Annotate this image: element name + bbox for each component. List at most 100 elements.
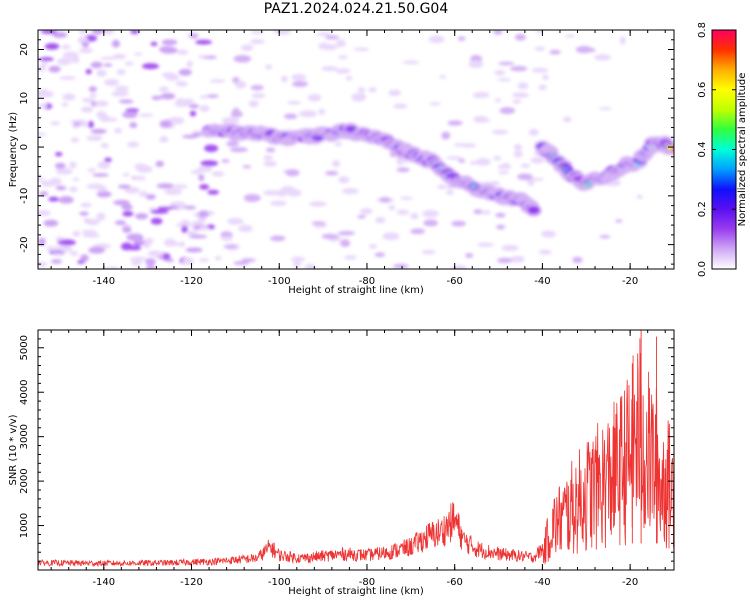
heatmap-cell [181,225,188,233]
heatmap-cell [497,170,510,175]
heatmap-cell [230,147,248,153]
heatmap-cell [276,189,287,197]
heatmap-cell [240,44,254,52]
heatmap-cell [54,162,66,169]
heatmap-cell [80,106,94,113]
x-tick-label: -140 [92,276,115,287]
heatmap-cell [88,246,105,254]
heatmap-cell [510,255,525,263]
heatmap-cell [331,159,341,168]
heatmap-cell [89,93,97,98]
heatmap-cell [291,81,309,87]
heatmap-cell [38,132,47,136]
heatmap-cell [309,201,327,207]
heatmap-cell [44,43,60,50]
heatmap-cell [198,226,210,231]
heatmap-cell [50,121,61,126]
x-tick-label: -80 [359,577,375,588]
heatmap-cell [185,247,203,253]
heatmap-blobs [38,30,674,269]
heatmap-cell [636,194,643,200]
page-title: PAZ1.2024.024.21.50.G04 [263,1,449,17]
colorbar: 0.0 0.2 0.4 0.6 0.8 Normalized spectral ampli… [697,22,748,277]
heatmap-cell [493,155,502,161]
y-axis-label: SNR (10 * v/v) [8,414,19,485]
heatmap-cell [410,212,419,220]
y-tick-label: 0 [19,144,30,150]
heatmap-cell [100,143,110,149]
heatmap-cell [538,249,552,255]
snr-axes: -140 -120 -100 -80 -60 -40 -20 1000 2000 3000 4000… [8,329,675,597]
heatmap-cell [150,209,169,214]
heatmap-cell [198,210,209,218]
heatmap-cell [104,79,120,86]
heatmap-cell [61,44,71,50]
heatmap-cell [497,257,513,264]
heatmap-cell [145,194,156,200]
heatmap-cell [238,224,253,233]
heatmap-cell [429,102,442,106]
heatmap-cell [439,75,446,79]
heatmap-cell [233,55,252,63]
heatmap-cell [388,89,401,97]
heatmap-cell [55,236,65,241]
y-tick-label: 4000 [19,379,30,404]
heatmap-cell [198,174,205,182]
heatmap-cell [121,204,133,211]
heatmap-cell [92,173,109,177]
heatmap-cell [241,258,256,263]
heatmap-cell [81,229,98,235]
heatmap-cell [62,51,79,59]
heatmap-cell [150,41,158,46]
heatmap-cell [393,103,408,109]
heatmap-cell [284,113,298,120]
heatmap-cell [91,30,104,35]
heatmap-cell [124,186,140,194]
x-tick-label: -120 [180,276,203,287]
heatmap-cell [97,161,110,170]
heatmap-cell [85,68,92,75]
y-tick-label: -20 [19,236,30,252]
colorbar-tick-label: 0.2 [697,201,708,217]
heatmap-cell [158,86,170,92]
heatmap-cell [114,127,123,134]
x-tick-label: -20 [622,577,638,588]
heatmap-cell [197,165,213,173]
heatmap-cell [334,141,342,147]
heatmap-cell [145,258,156,266]
heatmap-cell [250,84,264,91]
heatmap-cell [189,110,197,117]
heatmap-cell [499,107,515,115]
heatmap-cell [88,86,97,93]
heatmap-cell [200,160,219,167]
heatmap-cell [248,100,259,108]
heatmap-cell [86,135,103,141]
heatmap-cell [61,59,70,63]
heatmap-cell [292,261,302,267]
heatmap-cell [307,94,322,102]
heatmap-cell [285,169,300,177]
heatmap-cell [619,36,626,45]
heatmap-cell [392,263,409,269]
heatmap-cell [111,90,129,97]
heatmap-cell [457,36,466,41]
heatmap-cell [205,94,219,98]
heatmap-cell [134,175,146,181]
plot-frame [37,29,675,270]
heatmap-cell [160,92,176,100]
heatmap-cell [209,79,226,83]
heatmap-cell [318,42,331,50]
heatmap-cell [400,196,413,200]
x-tick-label: -20 [622,276,638,287]
x-tick-label: -80 [359,276,375,287]
heatmap-cell [188,103,199,109]
heatmap-cell [59,76,77,80]
heatmap-cell [243,194,261,202]
heatmap-cell [191,221,202,226]
heatmap-cell [52,252,65,257]
heatmap-cell [157,206,174,210]
heatmap-cell [41,61,48,66]
heatmap-cell [172,184,188,189]
heatmap-cell [341,187,359,195]
